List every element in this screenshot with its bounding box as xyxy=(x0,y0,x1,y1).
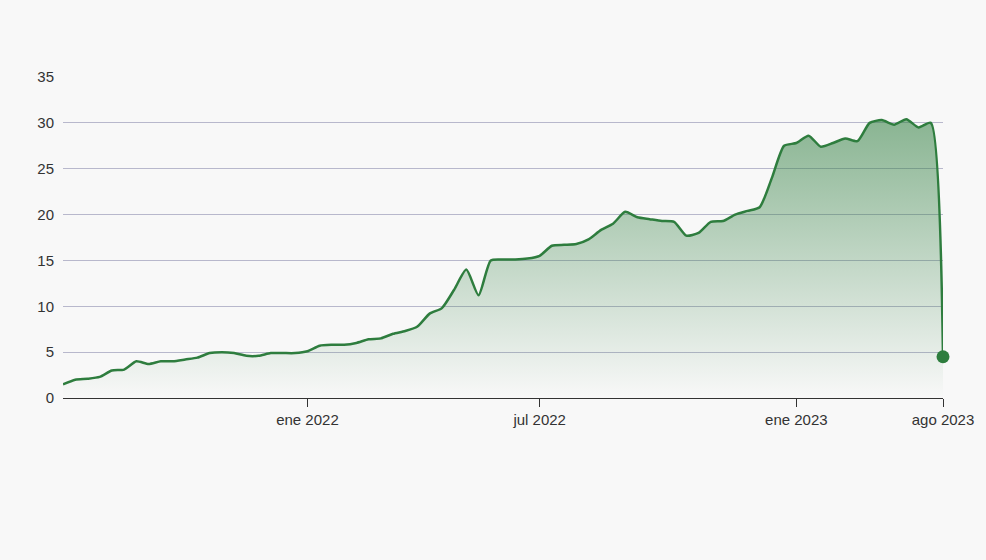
svg-text:25: 25 xyxy=(37,160,54,177)
svg-text:ago 2023: ago 2023 xyxy=(912,411,975,428)
svg-text:5: 5 xyxy=(46,343,54,360)
svg-text:jul 2022: jul 2022 xyxy=(512,411,566,428)
svg-text:35: 35 xyxy=(37,68,54,85)
svg-text:20: 20 xyxy=(37,206,54,223)
svg-text:15: 15 xyxy=(37,252,54,269)
svg-text:0: 0 xyxy=(46,389,54,406)
svg-text:ene 2023: ene 2023 xyxy=(765,411,828,428)
svg-text:ene 2022: ene 2022 xyxy=(276,411,339,428)
svg-text:10: 10 xyxy=(37,298,54,315)
svg-text:30: 30 xyxy=(37,114,54,131)
